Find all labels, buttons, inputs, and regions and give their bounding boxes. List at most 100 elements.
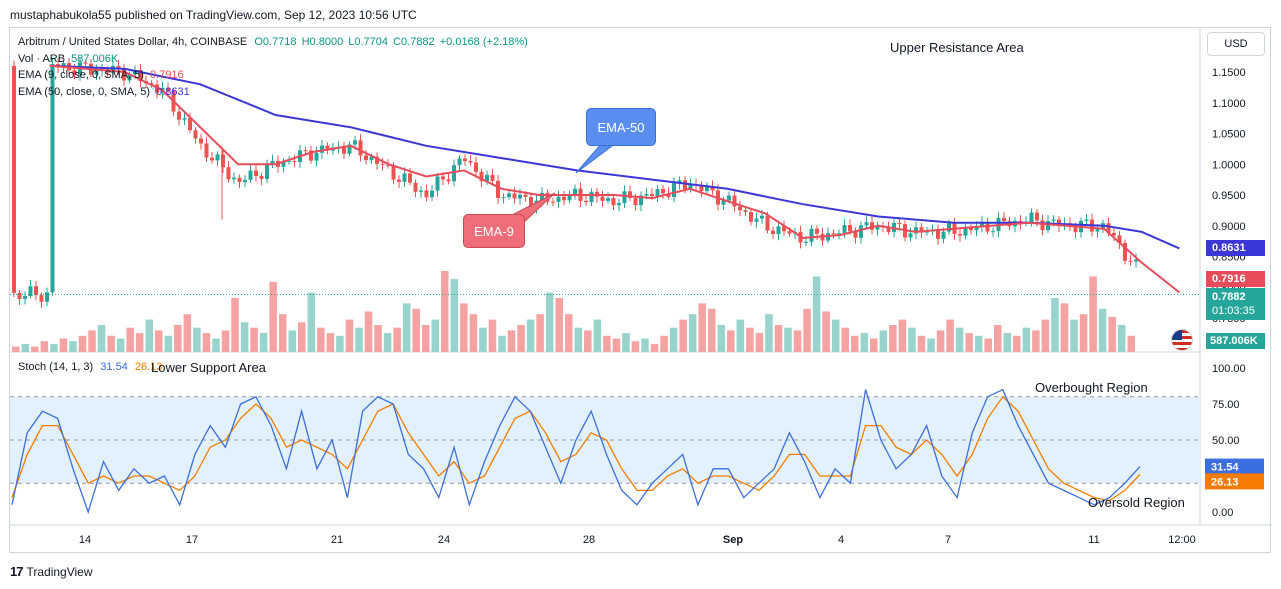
volume-bar (669, 327, 678, 352)
candle-body (529, 197, 533, 208)
candle-body (688, 184, 693, 189)
ema9-line (49, 64, 1181, 294)
candle-body (776, 226, 781, 235)
stoch-tick-label: 75.00 (1212, 399, 1240, 411)
stoch-k-badge (1205, 458, 1264, 475)
candle-body (523, 194, 528, 198)
candle-body (980, 221, 984, 227)
volume-bar (698, 303, 706, 352)
candle-body (886, 227, 891, 232)
candle-body (386, 164, 390, 166)
volume-bar (831, 319, 840, 352)
candle-body (754, 218, 759, 222)
candle-body (270, 160, 275, 165)
volume-bar (174, 325, 182, 352)
chart-canvas[interactable]: 1.15001.10001.05001.00000.95000.90000.85… (10, 28, 1272, 554)
volume-bar (545, 292, 554, 352)
tradingview-logo-icon: 17 (10, 564, 24, 579)
price-tick-label: 1.1500 (1212, 67, 1246, 79)
volume-bar (1089, 276, 1097, 352)
candle-body (804, 241, 808, 243)
volume-bar (803, 308, 811, 352)
volume-bar (231, 298, 239, 352)
candle-body (479, 171, 484, 182)
volume-bar (612, 338, 621, 352)
volume-bar (431, 319, 440, 352)
volume-bar (40, 341, 49, 352)
legend-volume: Vol · ARB 587.006K (18, 53, 118, 65)
indicator-lines (10, 64, 1200, 515)
candle-body (1029, 212, 1034, 223)
volume-bar (908, 327, 916, 352)
candle-body (914, 227, 918, 234)
time-tick-label: Sep (723, 534, 743, 546)
volume-bar (727, 330, 735, 352)
candle-body (1073, 227, 1078, 233)
volume-bar (974, 335, 983, 352)
volume-bar (69, 341, 77, 352)
volume-bar (860, 333, 869, 352)
candle-body (463, 158, 467, 161)
candle-body (859, 225, 863, 238)
price-tick-label: 0.9000 (1212, 221, 1246, 233)
volume-bar (278, 314, 287, 352)
candle-body (281, 161, 286, 167)
candle-body (303, 150, 308, 152)
candle-body (138, 70, 143, 82)
candle-body (83, 62, 88, 64)
candle-body (292, 160, 297, 162)
oversold-label: Oversold Region (1088, 495, 1185, 510)
time-tick-label: 7 (945, 534, 951, 546)
candle-body (622, 191, 627, 204)
candle-body (28, 286, 33, 297)
legend-stoch-k: 31.54 (100, 361, 128, 373)
volume-bar (326, 333, 335, 352)
time-tick-label: 28 (583, 534, 595, 546)
candle-body (1057, 219, 1061, 227)
candle-body (446, 179, 451, 182)
currency-button[interactable]: USD (1207, 32, 1265, 56)
candle-body (512, 193, 517, 199)
candle-body (815, 228, 819, 234)
legend-change: +0.0168 (+2.18%) (439, 36, 528, 48)
candle-body (650, 193, 654, 196)
volume-bar (641, 338, 649, 352)
candle-body (551, 201, 555, 203)
legend-ema9: EMA (9, close, 0, SMA, 5) 0.7916 (18, 69, 184, 81)
candle-body (941, 231, 946, 239)
candle-body (584, 200, 588, 203)
candle-body (897, 223, 902, 225)
candle-body (628, 191, 632, 198)
legend-main: Arbitrum / United States Dollar, 4h, COI… (18, 36, 528, 48)
ema50-callout: EMA-50 (586, 108, 656, 146)
volume-bar (488, 319, 497, 352)
stoch-k-badge-label: 31.54 (1211, 462, 1239, 474)
stoch-tick-label: 0.00 (1212, 507, 1233, 519)
candle-body (600, 196, 605, 201)
volume-bar (1003, 333, 1012, 352)
candle-body (947, 223, 951, 232)
candle-body (1046, 221, 1050, 231)
candle-body (435, 176, 440, 191)
candle-body (182, 118, 187, 120)
candle-body (452, 165, 456, 182)
volume-bar (345, 319, 354, 352)
volume-bar (193, 327, 201, 352)
lower-support-label: Lower Support Area (151, 360, 266, 375)
candle-body (842, 225, 847, 234)
candle-body (958, 234, 962, 236)
volume-bar (183, 314, 192, 352)
price-tick-label: 1.0500 (1212, 129, 1246, 141)
time-tick-label: 17 (186, 534, 198, 546)
volume-bar (164, 335, 173, 352)
volume-bar (1022, 327, 1031, 352)
us-flag-icon[interactable] (1171, 329, 1193, 351)
volume-bar (736, 319, 745, 352)
candle-body (402, 173, 407, 182)
candle-body (1035, 212, 1039, 221)
legend-ema50: EMA (50, close, 0, SMA, 5) 0.8631 (18, 86, 190, 98)
volume-bar (584, 330, 592, 352)
time-tick-label: 21 (331, 534, 343, 546)
candle-body (116, 65, 121, 70)
candle-body (639, 195, 643, 206)
